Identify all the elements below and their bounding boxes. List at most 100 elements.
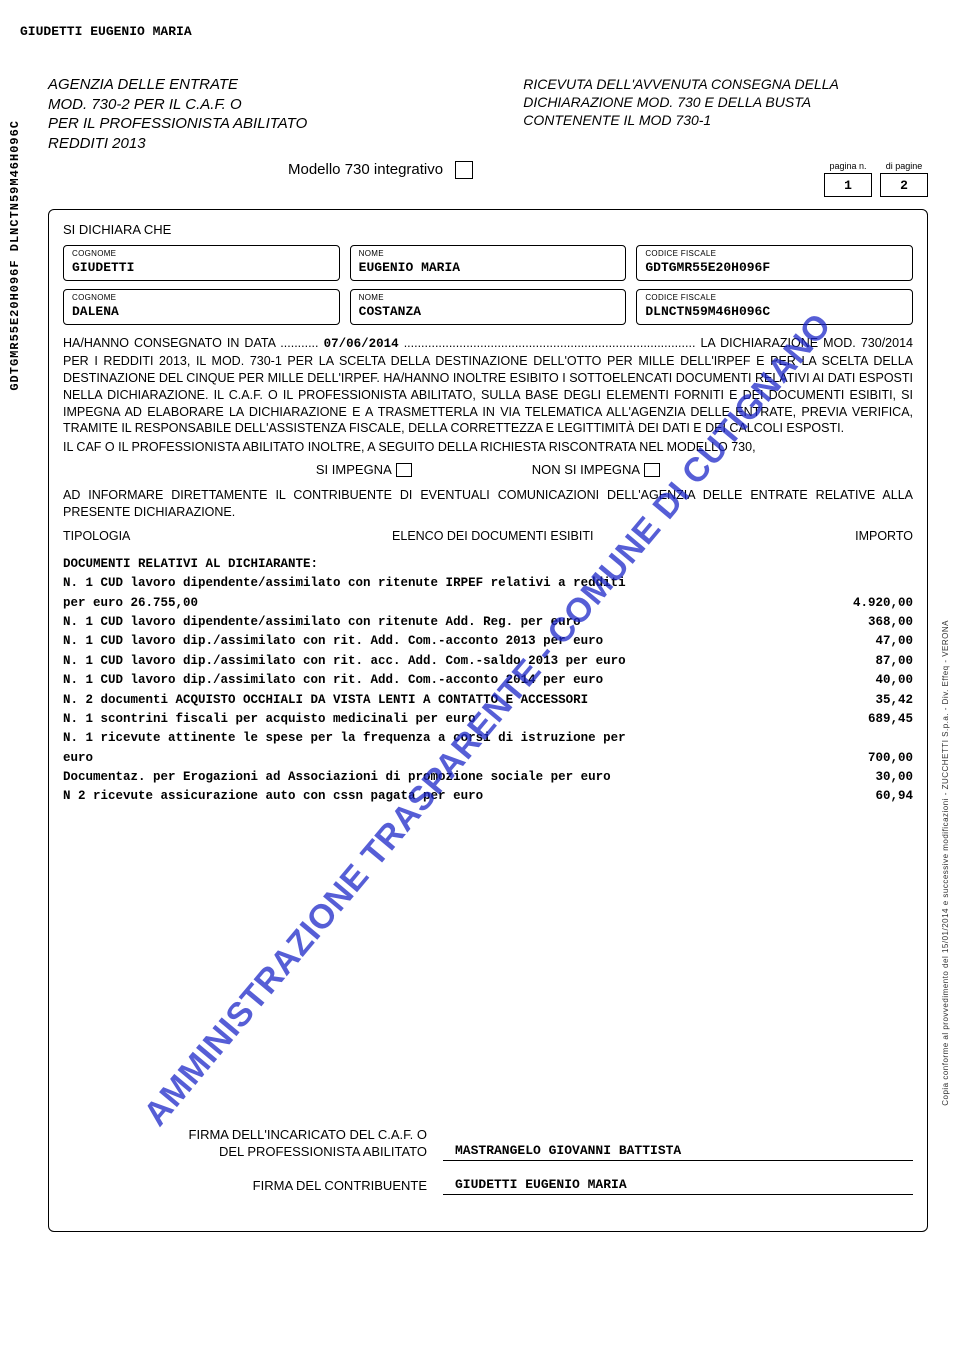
doc-desc: euro <box>63 749 813 768</box>
sig1-l2: DEL PROFESSIONISTA ABILITATO <box>219 1144 427 1159</box>
vertical-code-left: GDTGMR55E20H096F DLNCTN59M46H096C <box>8 120 22 391</box>
doc-amt: 35,42 <box>813 691 913 710</box>
p1-nome: EUGENIO MARIA <box>359 260 618 275</box>
label-cf: CODICE FISCALE <box>645 249 904 258</box>
doc-amt: 368,00 <box>813 613 913 632</box>
pagination: pagina n. 1 di pagine 2 <box>824 161 928 197</box>
doc-amt <box>813 574 913 593</box>
caf-line: IL CAF O IL PROFESSIONISTA ABILITATO INO… <box>63 439 913 456</box>
doc-row: N. 1 CUD lavoro dip./assimilato con rit.… <box>63 652 913 671</box>
sig1-l1: FIRMA DELL'INCARICATO DEL C.A.F. O <box>189 1127 427 1142</box>
doc-amt: 60,94 <box>813 787 913 806</box>
doc-amt <box>813 729 913 748</box>
consegnato-pre: HA/HANNO CONSEGNATO IN DATA ........... <box>63 336 319 350</box>
p1-nome-box: NOME EUGENIO MARIA <box>350 245 627 281</box>
doc-row: Documentaz. per Erogazioni ad Associazio… <box>63 768 913 787</box>
doc-row: N. 1 ricevute attinente le spese per la … <box>63 729 913 748</box>
label-cognome: COGNOME <box>72 249 331 258</box>
p2-cognome: DALENA <box>72 304 331 319</box>
si-impegna-check <box>396 463 412 477</box>
doc-row: N. 2 documenti ACQUISTO OCCHIALI DA VIST… <box>63 691 913 710</box>
doc-row: N. 1 CUD lavoro dip./assimilato con rit.… <box>63 632 913 651</box>
pagina-n: 1 <box>824 173 872 197</box>
header-right-l1: RICEVUTA DELL'AVVENUTA CONSEGNA DELLA <box>523 75 928 93</box>
header-right-l3: CONTENENTE IL MOD 730-1 <box>523 111 928 129</box>
label-nome-2: NOME <box>359 293 618 302</box>
p2-cf-box: CODICE FISCALE DLNCTN59M46H096C <box>636 289 913 325</box>
p1-cf: GDTGMR55E20H096F <box>645 260 904 275</box>
doc-amt: 47,00 <box>813 632 913 651</box>
p1-cognome: GIUDETTI <box>72 260 331 275</box>
sig1-name: MASTRANGELO GIOVANNI BATTISTA <box>443 1143 913 1161</box>
doc-amt: 87,00 <box>813 652 913 671</box>
pagina-label: pagina n. <box>824 161 872 171</box>
doc-amt: 40,00 <box>813 671 913 690</box>
signature-block: FIRMA DELL'INCARICATO DEL C.A.F. O DEL P… <box>63 1127 913 1195</box>
doc-amt: 689,45 <box>813 710 913 729</box>
doc-desc: N. 1 CUD lavoro dipendente/assimilato co… <box>63 574 813 593</box>
label-cf-2: CODICE FISCALE <box>645 293 904 302</box>
impegna-row: SI IMPEGNA NON SI IMPEGNA <box>63 462 913 477</box>
label-nome: NOME <box>359 249 618 258</box>
dipagine-label: di pagine <box>880 161 928 171</box>
doc-desc: N. 2 documenti ACQUISTO OCCHIALI DA VIST… <box>63 691 813 710</box>
modello-checkbox <box>455 161 473 179</box>
doc-header: DOCUMENTI RELATIVI AL DICHIARANTE: <box>63 555 913 574</box>
consegnato-post: ........................................… <box>63 336 913 435</box>
top-name: GIUDETTI EUGENIO MARIA <box>20 24 928 39</box>
main-box: AMMINISTRAZIONE TRASPARENTE - COMUNE DI … <box>48 209 928 1232</box>
side-right-text: Copia conforme al provvedimento del 15/0… <box>941 620 950 1106</box>
header-right-l2: DICHIARAZIONE MOD. 730 E DELLA BUSTA <box>523 93 928 111</box>
doc-desc: N. 1 CUD lavoro dip./assimilato con rit.… <box>63 652 813 671</box>
elenco-row: TIPOLOGIA ELENCO DEI DOCUMENTI ESIBITI I… <box>63 529 913 543</box>
consegnato-date: 07/06/2014 <box>324 337 399 351</box>
p2-nome: COSTANZA <box>359 304 618 319</box>
si-dichiara: SI DICHIARA CHE <box>63 222 913 237</box>
doc-row: N 2 ricevute assicurazione auto con cssn… <box>63 787 913 806</box>
doc-desc: N. 1 CUD lavoro dip./assimilato con rit.… <box>63 671 813 690</box>
sig1-label: FIRMA DELL'INCARICATO DEL C.A.F. O DEL P… <box>63 1127 443 1161</box>
doc-row: per euro 26.755,004.920,00 <box>63 594 913 613</box>
header-left-l3: PER IL PROFESSIONISTA ABILITATO <box>48 114 470 134</box>
header-left-l2: MOD. 730-2 PER IL C.A.F. O <box>48 95 470 115</box>
person-row-2: COGNOME DALENA NOME COSTANZA CODICE FISC… <box>63 289 913 325</box>
p2-cf: DLNCTN59M46H096C <box>645 304 904 319</box>
doc-row: N. 1 CUD lavoro dipendente/assimilato co… <box>63 613 913 632</box>
di-pagine: 2 <box>880 173 928 197</box>
doc-desc: N 2 ricevute assicurazione auto con cssn… <box>63 787 813 806</box>
header-left-l4: REDDITI 2013 <box>48 134 470 154</box>
doc-desc: N. 1 CUD lavoro dipendente/assimilato co… <box>63 613 813 632</box>
p1-cognome-box: COGNOME GIUDETTI <box>63 245 340 281</box>
si-impegna-label: SI IMPEGNA <box>316 462 392 477</box>
sig2-name: GIUDETTI EUGENIO MARIA <box>443 1177 913 1195</box>
p2-nome-box: NOME COSTANZA <box>350 289 627 325</box>
modello-label: Modello 730 integrativo <box>288 161 443 178</box>
doc-row: euro700,00 <box>63 749 913 768</box>
modello-row: Modello 730 integrativo <box>288 161 473 179</box>
importo-label: IMPORTO <box>855 529 913 543</box>
sig2-label: FIRMA DEL CONTRIBUENTE <box>63 1178 443 1195</box>
doc-amt: 700,00 <box>813 749 913 768</box>
doc-list: DOCUMENTI RELATIVI AL DICHIARANTE: N. 1 … <box>63 555 913 807</box>
header-right: RICEVUTA DELL'AVVENUTA CONSEGNA DELLA DI… <box>523 75 928 153</box>
informare-text: AD INFORMARE DIRETTAMENTE IL CONTRIBUENT… <box>63 487 913 521</box>
p1-cf-box: CODICE FISCALE GDTGMR55E20H096F <box>636 245 913 281</box>
header-left-l1: AGENZIA DELLE ENTRATE <box>48 75 470 95</box>
doc-amt: 4.920,00 <box>813 594 913 613</box>
doc-desc: N. 1 CUD lavoro dip./assimilato con rit.… <box>63 632 813 651</box>
doc-desc: per euro 26.755,00 <box>63 594 813 613</box>
elenco-label: ELENCO DEI DOCUMENTI ESIBITI <box>392 529 593 543</box>
label-cognome-2: COGNOME <box>72 293 331 302</box>
tipologia-label: TIPOLOGIA <box>63 529 130 543</box>
header-left: AGENZIA DELLE ENTRATE MOD. 730-2 PER IL … <box>48 75 470 153</box>
person-row-1: COGNOME GIUDETTI NOME EUGENIO MARIA CODI… <box>63 245 913 281</box>
doc-row: N. 1 CUD lavoro dipendente/assimilato co… <box>63 574 913 593</box>
doc-desc: Documentaz. per Erogazioni ad Associazio… <box>63 768 813 787</box>
doc-desc: N. 1 ricevute attinente le spese per la … <box>63 729 813 748</box>
body-text: HA/HANNO CONSEGNATO IN DATA ........... … <box>63 335 913 437</box>
doc-amt: 30,00 <box>813 768 913 787</box>
doc-row: N. 1 CUD lavoro dip./assimilato con rit.… <box>63 671 913 690</box>
doc-desc: N. 1 scontrini fiscali per acquisto medi… <box>63 710 813 729</box>
non-si-impegna-label: NON SI IMPEGNA <box>532 462 640 477</box>
non-si-impegna-check <box>644 463 660 477</box>
